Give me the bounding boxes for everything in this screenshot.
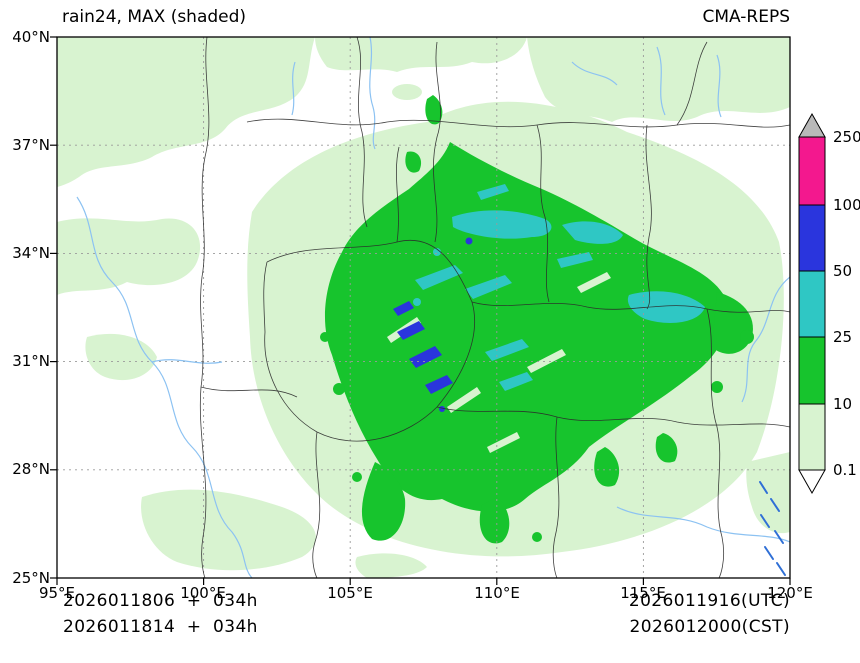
y-tick-label: 40°N — [12, 28, 50, 46]
colorbar-label: 50 — [833, 262, 853, 280]
map-plot-area — [50, 36, 791, 585]
precip-shading-cyan — [413, 184, 705, 391]
colorbar-under-arrow — [798, 469, 826, 495]
x-tick-label: 100°E — [180, 584, 226, 602]
valid-time-utc: 2026011916(UTC) — [628, 591, 790, 611]
gridlines — [57, 37, 790, 578]
x-tick-label: 105°E — [327, 584, 373, 602]
y-tick-label: 34°N — [12, 244, 50, 262]
x-tick-label: 120°E — [767, 584, 813, 602]
x-tick-label: 95°E — [38, 584, 76, 602]
axis-ticks — [50, 36, 791, 585]
precip-shading-blue — [393, 237, 473, 412]
init-time-utc: 2026011806 + 034h — [63, 591, 258, 611]
colorbar-label: 0.1 — [833, 461, 857, 479]
plot-border — [56, 36, 791, 579]
x-tick-label: 110°E — [474, 584, 520, 602]
coastline-hatch — [759, 481, 786, 576]
y-tick-label: 25°N — [12, 569, 50, 587]
page-title: rain24, MAX (shaded) — [62, 7, 247, 27]
province-boundaries — [199, 37, 790, 578]
colorbar-label: 10 — [833, 395, 853, 413]
y-tick-label: 28°N — [12, 460, 50, 478]
colorbar-label: 25 — [833, 328, 853, 346]
colorbar-over-arrow — [798, 112, 826, 138]
colorbar-seg-25-50 — [798, 270, 826, 338]
colorbar-label: 100 — [833, 196, 860, 214]
y-tick-label: 37°N — [12, 136, 50, 154]
init-time-cst: 2026011814 + 034h — [63, 617, 258, 637]
y-tick-label: 31°N — [12, 352, 50, 370]
colorbar-label: 250 — [833, 128, 860, 146]
x-tick-label: 115°E — [620, 584, 666, 602]
model-label: CMA-REPS — [702, 7, 790, 27]
colorbar-seg-50-100 — [798, 204, 826, 272]
colorbar-seg-0.1-10 — [798, 403, 826, 471]
colorbar-seg-100-250 — [798, 136, 826, 206]
rivers — [76, 37, 790, 578]
colorbar — [798, 112, 826, 495]
valid-time-cst: 2026012000(CST) — [629, 617, 790, 637]
colorbar-seg-10-25 — [798, 336, 826, 405]
